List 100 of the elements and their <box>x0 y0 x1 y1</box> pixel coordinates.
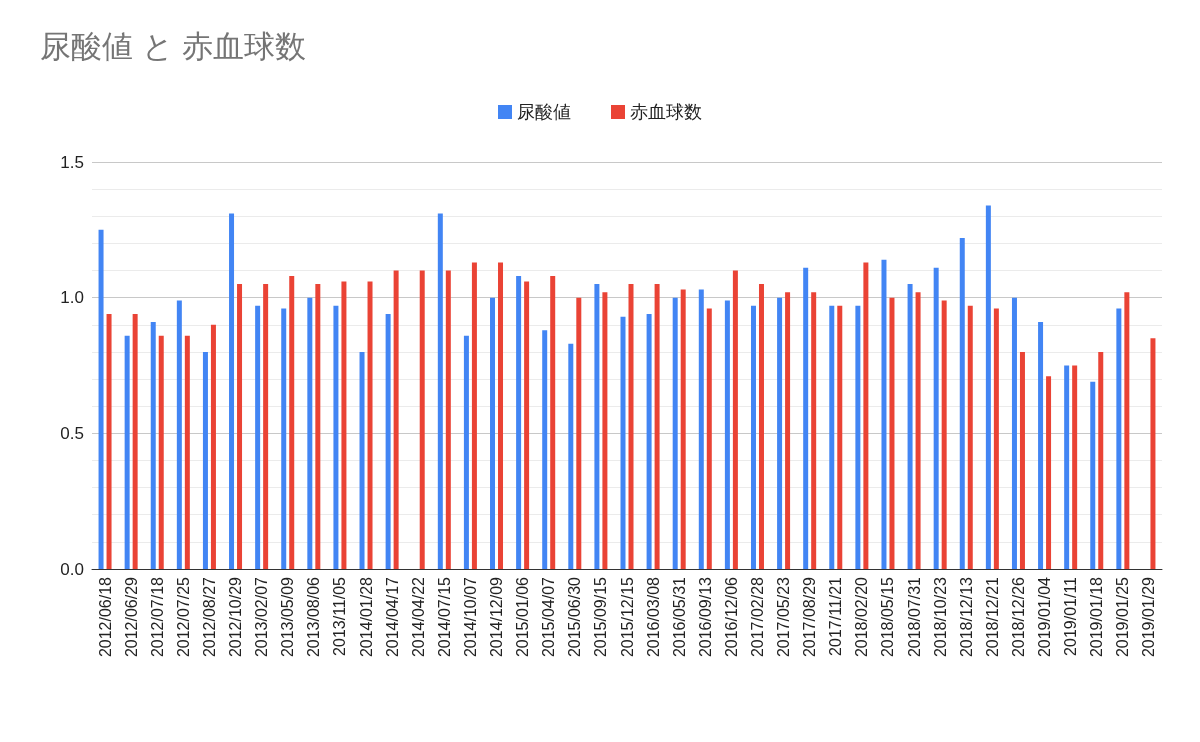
bar <box>750 305 756 569</box>
bar <box>229 213 235 569</box>
bar <box>1072 365 1078 569</box>
bar <box>445 270 451 569</box>
x-tick-label: 2013/05/09 <box>279 576 297 658</box>
x-tick-label: 2016/12/06 <box>722 576 740 658</box>
x-tick-label: 2019/01/25 <box>1114 576 1132 658</box>
bar <box>1150 338 1156 569</box>
chart-title: 尿酸値 と 赤血球数 <box>40 29 307 64</box>
x-tick-label: 2019/01/29 <box>1140 576 1158 658</box>
x-tick-label: 2013/02/07 <box>253 576 271 658</box>
bar <box>985 205 991 569</box>
bar <box>184 335 190 569</box>
bar <box>419 270 425 569</box>
y-tick-label: 1.5 <box>60 152 84 172</box>
x-tick-label: 2014/07/15 <box>435 576 453 658</box>
x-tick-label: 2018/02/20 <box>853 576 871 658</box>
bar <box>1064 365 1070 569</box>
bar <box>706 308 712 569</box>
bar <box>1116 308 1122 569</box>
x-tick-label: 2019/01/04 <box>1036 576 1054 658</box>
bar <box>777 297 783 569</box>
bar <box>202 351 208 569</box>
bar <box>263 284 269 569</box>
bar <box>576 297 582 569</box>
bar <box>471 262 477 569</box>
bar <box>811 292 817 569</box>
x-tick-label: 2014/01/28 <box>357 576 375 658</box>
y-tick-label: 1.0 <box>60 288 84 308</box>
legend-label: 尿酸値 <box>517 102 571 122</box>
bar <box>1124 292 1130 569</box>
bar <box>881 259 887 569</box>
bar <box>863 262 869 569</box>
x-tick-label: 2015/01/06 <box>514 576 532 658</box>
bar <box>568 343 574 569</box>
x-tick-label: 2014/04/22 <box>409 576 427 658</box>
bar <box>437 213 443 569</box>
bar <box>933 267 939 569</box>
bar <box>1090 381 1096 569</box>
bar <box>255 305 261 569</box>
bar <box>941 300 947 569</box>
x-tick-label: 2015/04/07 <box>540 576 558 658</box>
bar <box>620 316 626 569</box>
bar <box>550 275 556 569</box>
x-tick-label: 2015/12/15 <box>618 576 636 658</box>
x-tick-label: 2018/12/21 <box>983 576 1001 658</box>
bar <box>732 270 738 569</box>
bar <box>698 289 704 569</box>
bar <box>367 281 373 569</box>
bar <box>176 300 182 569</box>
bar <box>150 322 156 569</box>
bar <box>333 305 339 569</box>
bar <box>498 262 504 569</box>
x-tick-label: 2016/09/13 <box>696 576 714 658</box>
x-tick-label: 2018/07/31 <box>905 576 923 658</box>
bar <box>855 305 861 569</box>
bar <box>158 335 164 569</box>
bar <box>106 313 112 569</box>
bar <box>289 275 295 569</box>
bar <box>628 284 634 569</box>
x-tick-label: 2017/11/21 <box>827 576 845 656</box>
x-tick-label: 2018/12/26 <box>1009 576 1027 658</box>
x-tick-label: 2016/03/08 <box>644 576 662 658</box>
bar <box>1098 351 1104 569</box>
x-tick-label: 2014/04/17 <box>383 576 401 658</box>
x-tick-label: 2018/12/13 <box>957 576 975 658</box>
bar <box>602 292 608 569</box>
bar <box>785 292 791 569</box>
bar <box>967 305 973 569</box>
x-tick-label: 2018/10/23 <box>931 576 949 658</box>
x-tick-label: 2012/06/29 <box>122 576 140 658</box>
x-tick-label: 2017/05/23 <box>775 576 793 658</box>
x-tick-label: 2012/06/18 <box>96 576 114 658</box>
bar <box>463 335 469 569</box>
bar <box>341 281 347 569</box>
bar <box>237 284 243 569</box>
x-tick-label: 2018/05/15 <box>879 576 897 658</box>
x-tick-label: 2015/09/15 <box>592 576 610 658</box>
bar <box>594 284 600 569</box>
bar <box>758 284 764 569</box>
bar <box>1011 297 1017 569</box>
bar <box>516 275 522 569</box>
bar <box>1019 351 1025 569</box>
bar <box>680 289 686 569</box>
bar <box>959 237 965 569</box>
x-tick-label: 2014/12/09 <box>488 576 506 658</box>
x-tick-label: 2013/08/06 <box>305 576 323 658</box>
bar <box>724 300 730 569</box>
bar <box>672 297 678 569</box>
bar <box>359 351 365 569</box>
x-tick-label: 2012/08/27 <box>200 576 218 658</box>
x-tick-label: 2019/01/18 <box>1088 576 1106 658</box>
x-tick-label: 2017/02/28 <box>748 576 766 658</box>
bar <box>385 313 391 569</box>
x-tick-label: 2012/07/18 <box>148 576 166 658</box>
bar <box>646 313 652 569</box>
bar <box>1038 322 1044 569</box>
x-tick-label: 2013/11/05 <box>331 576 349 656</box>
bar <box>542 330 548 569</box>
bar <box>315 284 321 569</box>
